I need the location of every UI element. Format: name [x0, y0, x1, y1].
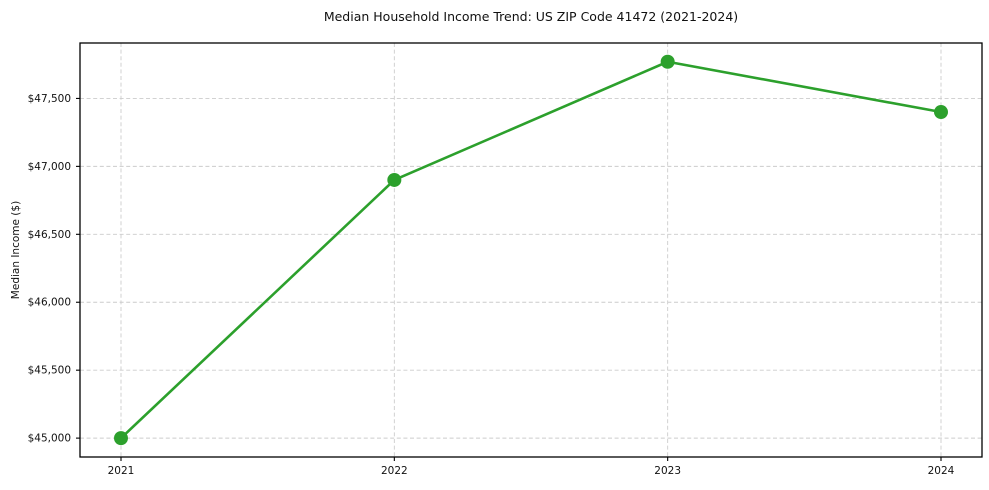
- data-point-marker: [114, 431, 128, 446]
- y-tick-label: $47,000: [28, 161, 71, 173]
- y-tick-label: $45,500: [28, 365, 71, 377]
- y-tick-label: $46,500: [28, 229, 71, 241]
- data-point-marker: [387, 172, 402, 187]
- data-point-marker: [934, 105, 948, 120]
- y-tick-label: $45,000: [28, 433, 71, 445]
- x-tick-label: 2022: [381, 465, 408, 477]
- y-tick-label: $47,500: [28, 93, 71, 105]
- axes-spines: [79, 42, 983, 458]
- plot-background: [80, 43, 982, 457]
- data-point-marker: [660, 54, 675, 69]
- x-tick-label: 2024: [928, 465, 955, 477]
- x-tick-label: 2021: [108, 465, 135, 477]
- trend-line: [119, 60, 943, 440]
- chart-title: Median Household Income Trend: US ZIP Co…: [323, 9, 739, 24]
- x-tick-label: 2023: [654, 465, 681, 477]
- y-tick-label: $46,000: [28, 297, 71, 309]
